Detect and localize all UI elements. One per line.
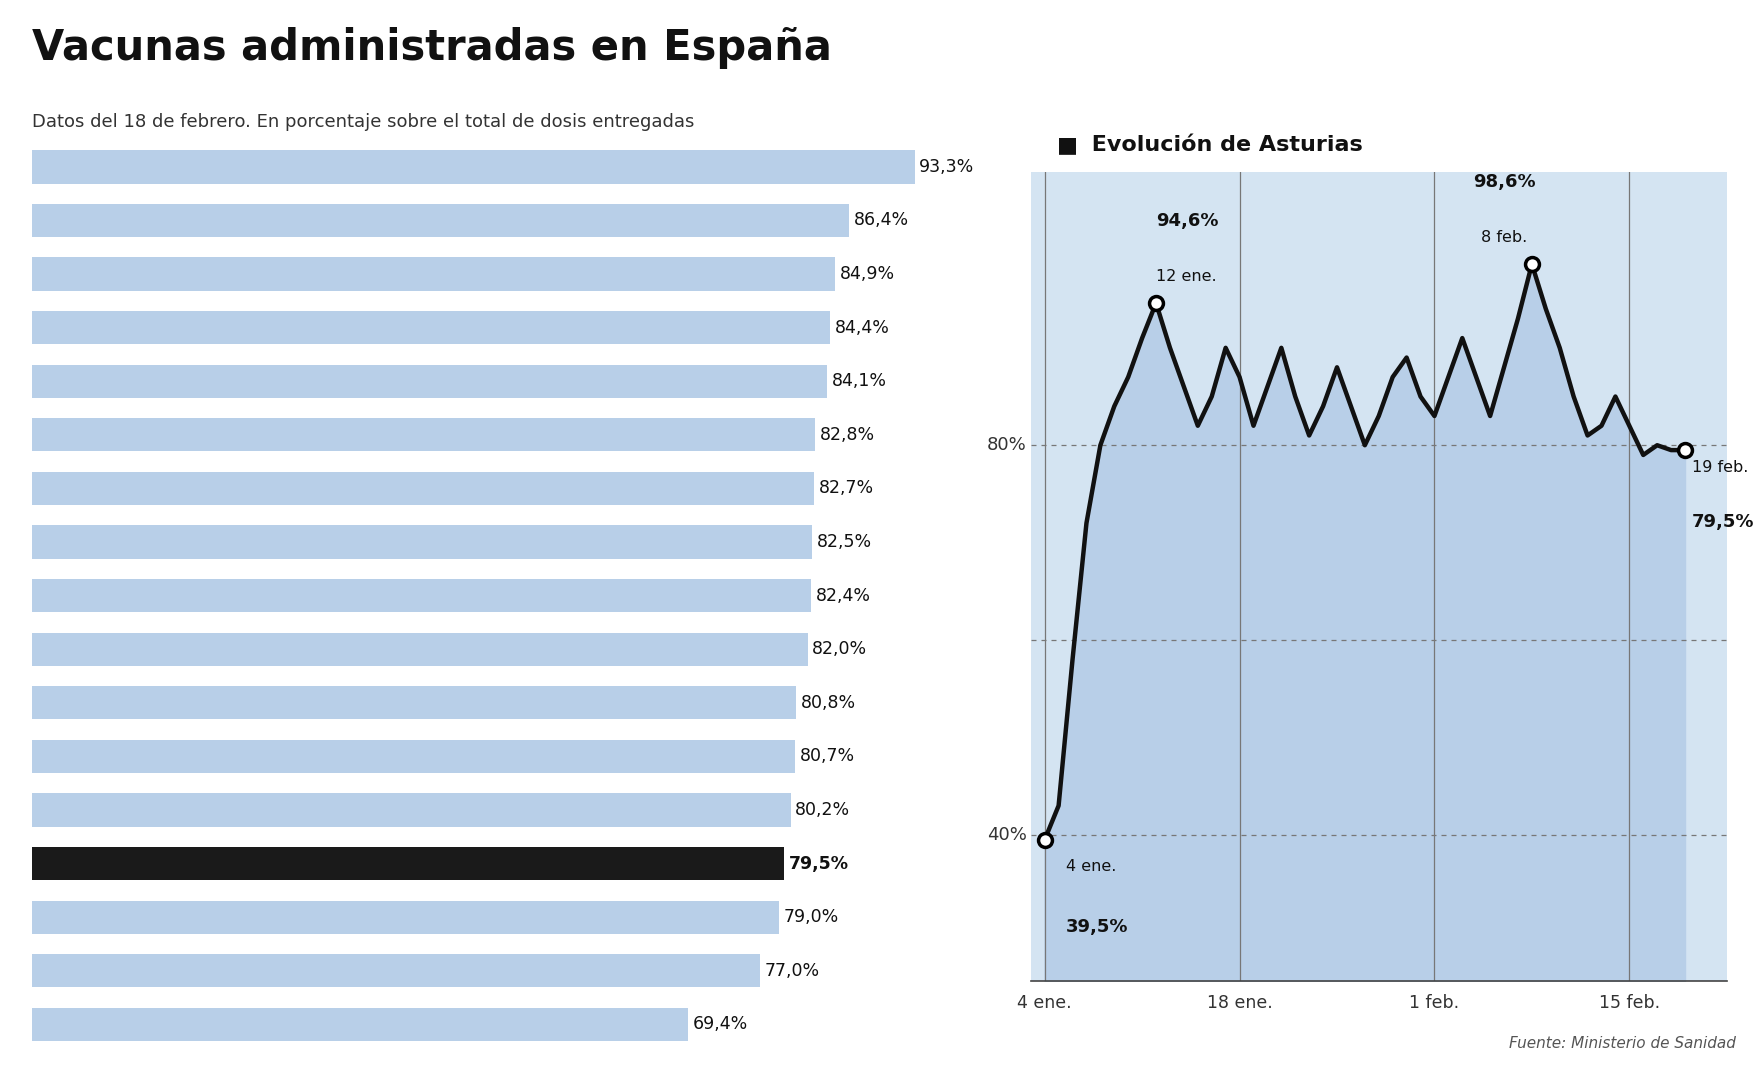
Text: 82,4%: 82,4%	[816, 586, 870, 605]
Text: 80,7%: 80,7%	[800, 747, 855, 765]
Text: 84,4%: 84,4%	[835, 319, 890, 336]
Text: 93,3%: 93,3%	[920, 157, 974, 176]
Bar	[32, 900, 779, 934]
Text: 79,0%: 79,0%	[784, 908, 839, 926]
Bar	[32, 954, 759, 987]
Text: 39,5%: 39,5%	[1066, 917, 1128, 936]
Bar	[32, 525, 812, 558]
Text: 80,2%: 80,2%	[795, 801, 851, 819]
Text: 82,0%: 82,0%	[812, 640, 867, 659]
Bar	[32, 312, 830, 344]
Text: 82,5%: 82,5%	[818, 533, 872, 551]
Bar	[32, 204, 849, 237]
Bar	[32, 740, 795, 773]
Bar	[32, 418, 816, 452]
Bar	[32, 847, 784, 880]
Bar	[32, 258, 835, 291]
Text: 4 ene.: 4 ene.	[1066, 859, 1115, 874]
Text: 82,7%: 82,7%	[819, 480, 874, 497]
Text: 86,4%: 86,4%	[855, 211, 909, 230]
Text: 94,6%: 94,6%	[1156, 212, 1219, 230]
Bar	[32, 793, 791, 827]
Text: ■: ■	[1057, 135, 1078, 155]
Text: 80%: 80%	[987, 437, 1027, 454]
Text: 40%: 40%	[987, 826, 1027, 844]
Text: 80,8%: 80,8%	[802, 694, 856, 711]
Bar	[32, 1008, 689, 1041]
Text: 19 feb.: 19 feb.	[1692, 460, 1748, 474]
Bar	[32, 472, 814, 505]
Text: 98,6%: 98,6%	[1473, 172, 1535, 191]
Bar	[32, 579, 811, 612]
Bar	[32, 633, 807, 666]
Text: 69,4%: 69,4%	[692, 1015, 749, 1034]
Text: 12 ene.: 12 ene.	[1156, 268, 1218, 284]
Text: 84,1%: 84,1%	[832, 372, 888, 390]
Bar	[32, 150, 914, 183]
Bar	[32, 364, 828, 398]
Text: Datos del 18 de febrero. En porcentaje sobre el total de dosis entregadas: Datos del 18 de febrero. En porcentaje s…	[32, 113, 694, 132]
Text: 79,5%: 79,5%	[789, 855, 849, 872]
Text: 82,8%: 82,8%	[819, 426, 876, 444]
Text: 79,5%: 79,5%	[1692, 513, 1755, 531]
Text: Fuente: Ministerio de Sanidad: Fuente: Ministerio de Sanidad	[1508, 1036, 1736, 1051]
Text: 8 feb.: 8 feb.	[1480, 230, 1528, 245]
Text: Evolución de Asturias: Evolución de Asturias	[1084, 135, 1362, 155]
Text: Vacunas administradas en España: Vacunas administradas en España	[32, 27, 832, 69]
Bar	[32, 687, 796, 719]
Text: 84,9%: 84,9%	[840, 265, 895, 284]
Text: 77,0%: 77,0%	[765, 962, 819, 980]
